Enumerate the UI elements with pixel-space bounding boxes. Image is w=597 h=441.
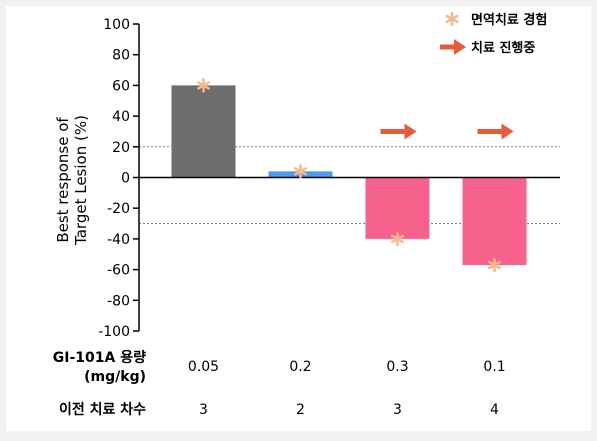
asterisk-icon	[391, 231, 404, 247]
table-cell: 0.05	[188, 359, 219, 375]
table-row-label-line: (mg/kg)	[84, 369, 146, 385]
y-axis-label: Best response ofTarget Lesion (%)	[54, 115, 90, 246]
y-tick-label: 20	[112, 140, 130, 156]
y-tick-label: -40	[107, 232, 130, 248]
y-axis-label-line: Best response of	[54, 117, 72, 243]
table-cell: 2	[296, 402, 305, 418]
right-arrow-icon	[380, 123, 417, 140]
bars	[171, 85, 527, 265]
y-tick-label: -20	[107, 201, 130, 217]
markers	[197, 78, 514, 273]
y-tick-label: 0	[121, 171, 130, 187]
legend-label-immunotherapy: 면역치료 경험	[471, 12, 547, 28]
dose-table: GI-101A 용량 (mg/kg) 0.05 0.2 0.3 0.1 이전 치료 차수 3 2…	[53, 350, 506, 418]
legend-label-ongoing: 치료 진행중	[471, 40, 535, 56]
asterisk-icon	[294, 164, 307, 179]
y-tick-label: 40	[112, 109, 130, 125]
table-cell: 3	[199, 402, 208, 418]
table-row-label-line: GI-101A 용량	[53, 350, 146, 366]
table-row-label-line: 이전 치료 차수	[59, 401, 146, 418]
y-axis-label-line: Target Lesion (%)	[72, 115, 90, 246]
table-cell: 0.2	[289, 359, 311, 375]
asterisk-icon	[445, 11, 459, 27]
bar-0.1	[462, 177, 527, 265]
table-row-label: 이전 치료 차수	[59, 401, 146, 418]
y-tick-label: -80	[107, 293, 130, 309]
y-tick-label: 100	[103, 17, 130, 33]
right-arrow-icon	[477, 123, 514, 140]
table-cell: 0.3	[386, 359, 408, 375]
bar-0.05	[171, 85, 236, 178]
y-tick-label: -60	[107, 263, 130, 279]
asterisk-icon	[488, 257, 501, 273]
y-tick-label: -100	[98, 324, 130, 340]
y-tick-label: 60	[112, 78, 130, 94]
table-row-label: GI-101A 용량 (mg/kg)	[53, 350, 146, 385]
table-cell: 3	[393, 402, 402, 418]
table-cell: 4	[490, 402, 499, 418]
table-cell: 0.1	[483, 359, 505, 375]
bar-0.3	[365, 177, 430, 239]
y-tick-label: 80	[112, 48, 130, 64]
right-arrow-icon	[440, 39, 466, 55]
y-axis: 100 80 60 40 20 0 -20 -40 -60 -80 -100	[98, 17, 560, 340]
asterisk-icon	[197, 78, 210, 93]
